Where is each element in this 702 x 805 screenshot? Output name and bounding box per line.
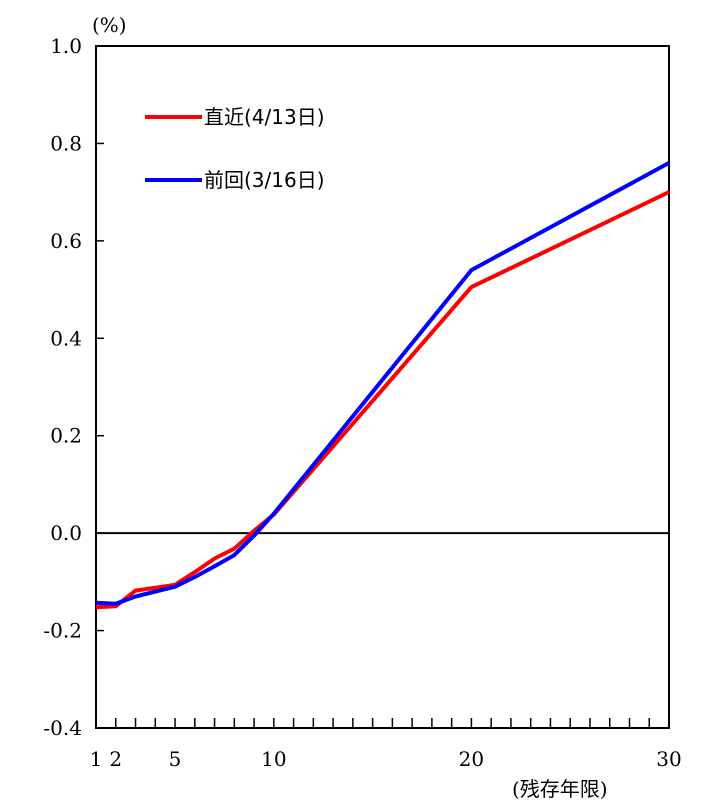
x-tick-label: 20 — [459, 747, 484, 771]
series-line-1 — [95, 161, 670, 606]
x-tick-label: 10 — [261, 747, 286, 771]
y-tick-label: 0.0 — [50, 521, 82, 545]
y-axis-unit-label: (%) — [92, 13, 127, 37]
y-tick-label: 0.2 — [50, 424, 82, 448]
legend-label-0: 直近(4/13日) — [204, 105, 325, 129]
x-tick-label: 5 — [169, 747, 182, 771]
y-tick-label: 0.6 — [50, 229, 82, 253]
plot-frame — [95, 45, 670, 729]
legend-label-1: 前回(3/16日) — [204, 168, 325, 192]
x-tick-label: 1 — [90, 747, 103, 771]
x-tick-label: 2 — [109, 747, 122, 771]
y-tick-label: 1.0 — [50, 34, 82, 58]
y-tick-label: 0.8 — [50, 131, 82, 155]
y-tick-label: -0.2 — [43, 619, 82, 643]
series-line-0 — [95, 190, 670, 610]
y-tick-label: -0.4 — [43, 716, 82, 740]
y-tick-label: 0.4 — [50, 326, 82, 350]
plot-area: 1.0 0.8 0.6 0.4 0.2 0.0 -0.2 -0.4 1 2 5 10 20 30 — [43, 34, 681, 771]
x-axis-unit-label: (残存年限) — [512, 777, 608, 801]
x-tick-label: 30 — [656, 747, 681, 771]
legend: 直近(4/13日) 前回(3/16日) — [145, 105, 325, 192]
